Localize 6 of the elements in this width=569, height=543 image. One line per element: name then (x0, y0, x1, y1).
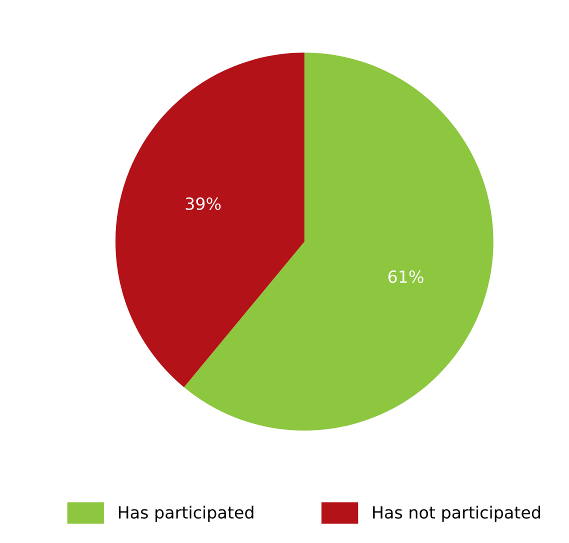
pie-slice (115, 52, 304, 388)
legend-label: Has participated (118, 506, 254, 522)
legend-label: Has not participated (373, 506, 540, 522)
pie-slice (184, 52, 494, 431)
data-label: 39% (186, 197, 221, 210)
data-label: 61% (388, 270, 424, 283)
